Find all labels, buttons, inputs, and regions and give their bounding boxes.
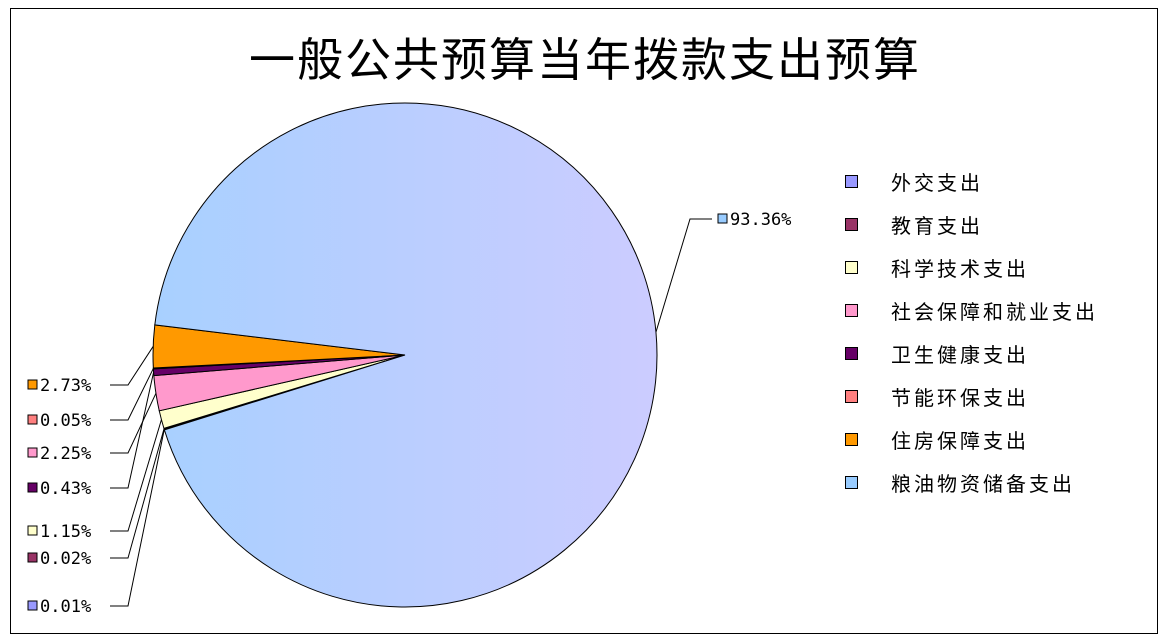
legend-label: 节能环保支出 <box>891 386 1029 410</box>
data-label-7: 2.73% <box>40 376 91 396</box>
legend-label: 粮油物资储备支出 <box>891 472 1075 496</box>
pie-slice-8 <box>154 102 658 608</box>
legend-label: 住房保障支出 <box>891 429 1029 453</box>
data-label-swatch-6 <box>27 414 38 425</box>
leader-line-2 <box>110 428 165 559</box>
legend-item-6: 节能环保支出 <box>845 375 1098 418</box>
data-label-1: 0.01% <box>40 597 91 617</box>
legend-swatch <box>845 218 858 231</box>
data-label-swatch-1 <box>27 600 38 611</box>
data-label-swatch-5 <box>27 482 38 493</box>
legend-swatch <box>845 304 858 317</box>
leader-line-5 <box>110 372 155 489</box>
legend-item-2: 教育支出 <box>845 203 1098 246</box>
leader-line-6 <box>110 368 154 421</box>
legend-swatch <box>845 433 858 446</box>
legend-swatch <box>845 175 858 188</box>
legend-swatch <box>845 261 858 274</box>
legend-label: 科学技术支出 <box>891 257 1029 281</box>
legend-swatch <box>845 476 858 489</box>
leader-line-3 <box>110 419 162 532</box>
legend-label: 卫生健康支出 <box>891 343 1029 367</box>
chart-title: 一般公共预算当年拨款支出预算 <box>249 33 921 87</box>
leader-line-7 <box>110 346 154 386</box>
legend-item-1: 外交支出 <box>845 160 1098 203</box>
data-label-8: 93.36% <box>730 210 791 230</box>
legend-label: 外交支出 <box>891 171 983 195</box>
legend-swatch <box>845 347 858 360</box>
data-label-2: 0.02% <box>40 549 91 569</box>
leader-line-1 <box>110 429 165 607</box>
leader-line-8 <box>655 218 712 333</box>
legend-item-3: 科学技术支出 <box>845 246 1098 289</box>
data-label-3: 1.15% <box>40 522 91 542</box>
data-label-swatch-8 <box>717 213 728 224</box>
data-label-swatch-2 <box>27 552 38 563</box>
data-label-5: 0.43% <box>40 479 91 499</box>
data-label-6: 0.05% <box>40 411 91 431</box>
leader-line-4 <box>110 393 157 454</box>
legend-item-4: 社会保障和就业支出 <box>845 289 1098 332</box>
legend-item-5: 卫生健康支出 <box>845 332 1098 375</box>
chart-legend: 外交支出教育支出科学技术支出社会保障和就业支出 卫生健康支出 节能环保支出 住房保障支… <box>845 160 1098 504</box>
legend-swatch <box>845 390 858 403</box>
data-label-swatch-4 <box>27 447 38 458</box>
legend-label: 教育支出 <box>891 214 983 238</box>
legend-label: 社会保障和就业支出 <box>891 300 1098 324</box>
data-label-4: 2.25% <box>40 444 91 464</box>
legend-item-7: 住房保障支出 <box>845 418 1098 461</box>
data-label-swatch-3 <box>27 525 38 536</box>
data-label-swatch-7 <box>27 379 38 390</box>
legend-item-8: 粮油物资储备支出 <box>845 461 1098 504</box>
